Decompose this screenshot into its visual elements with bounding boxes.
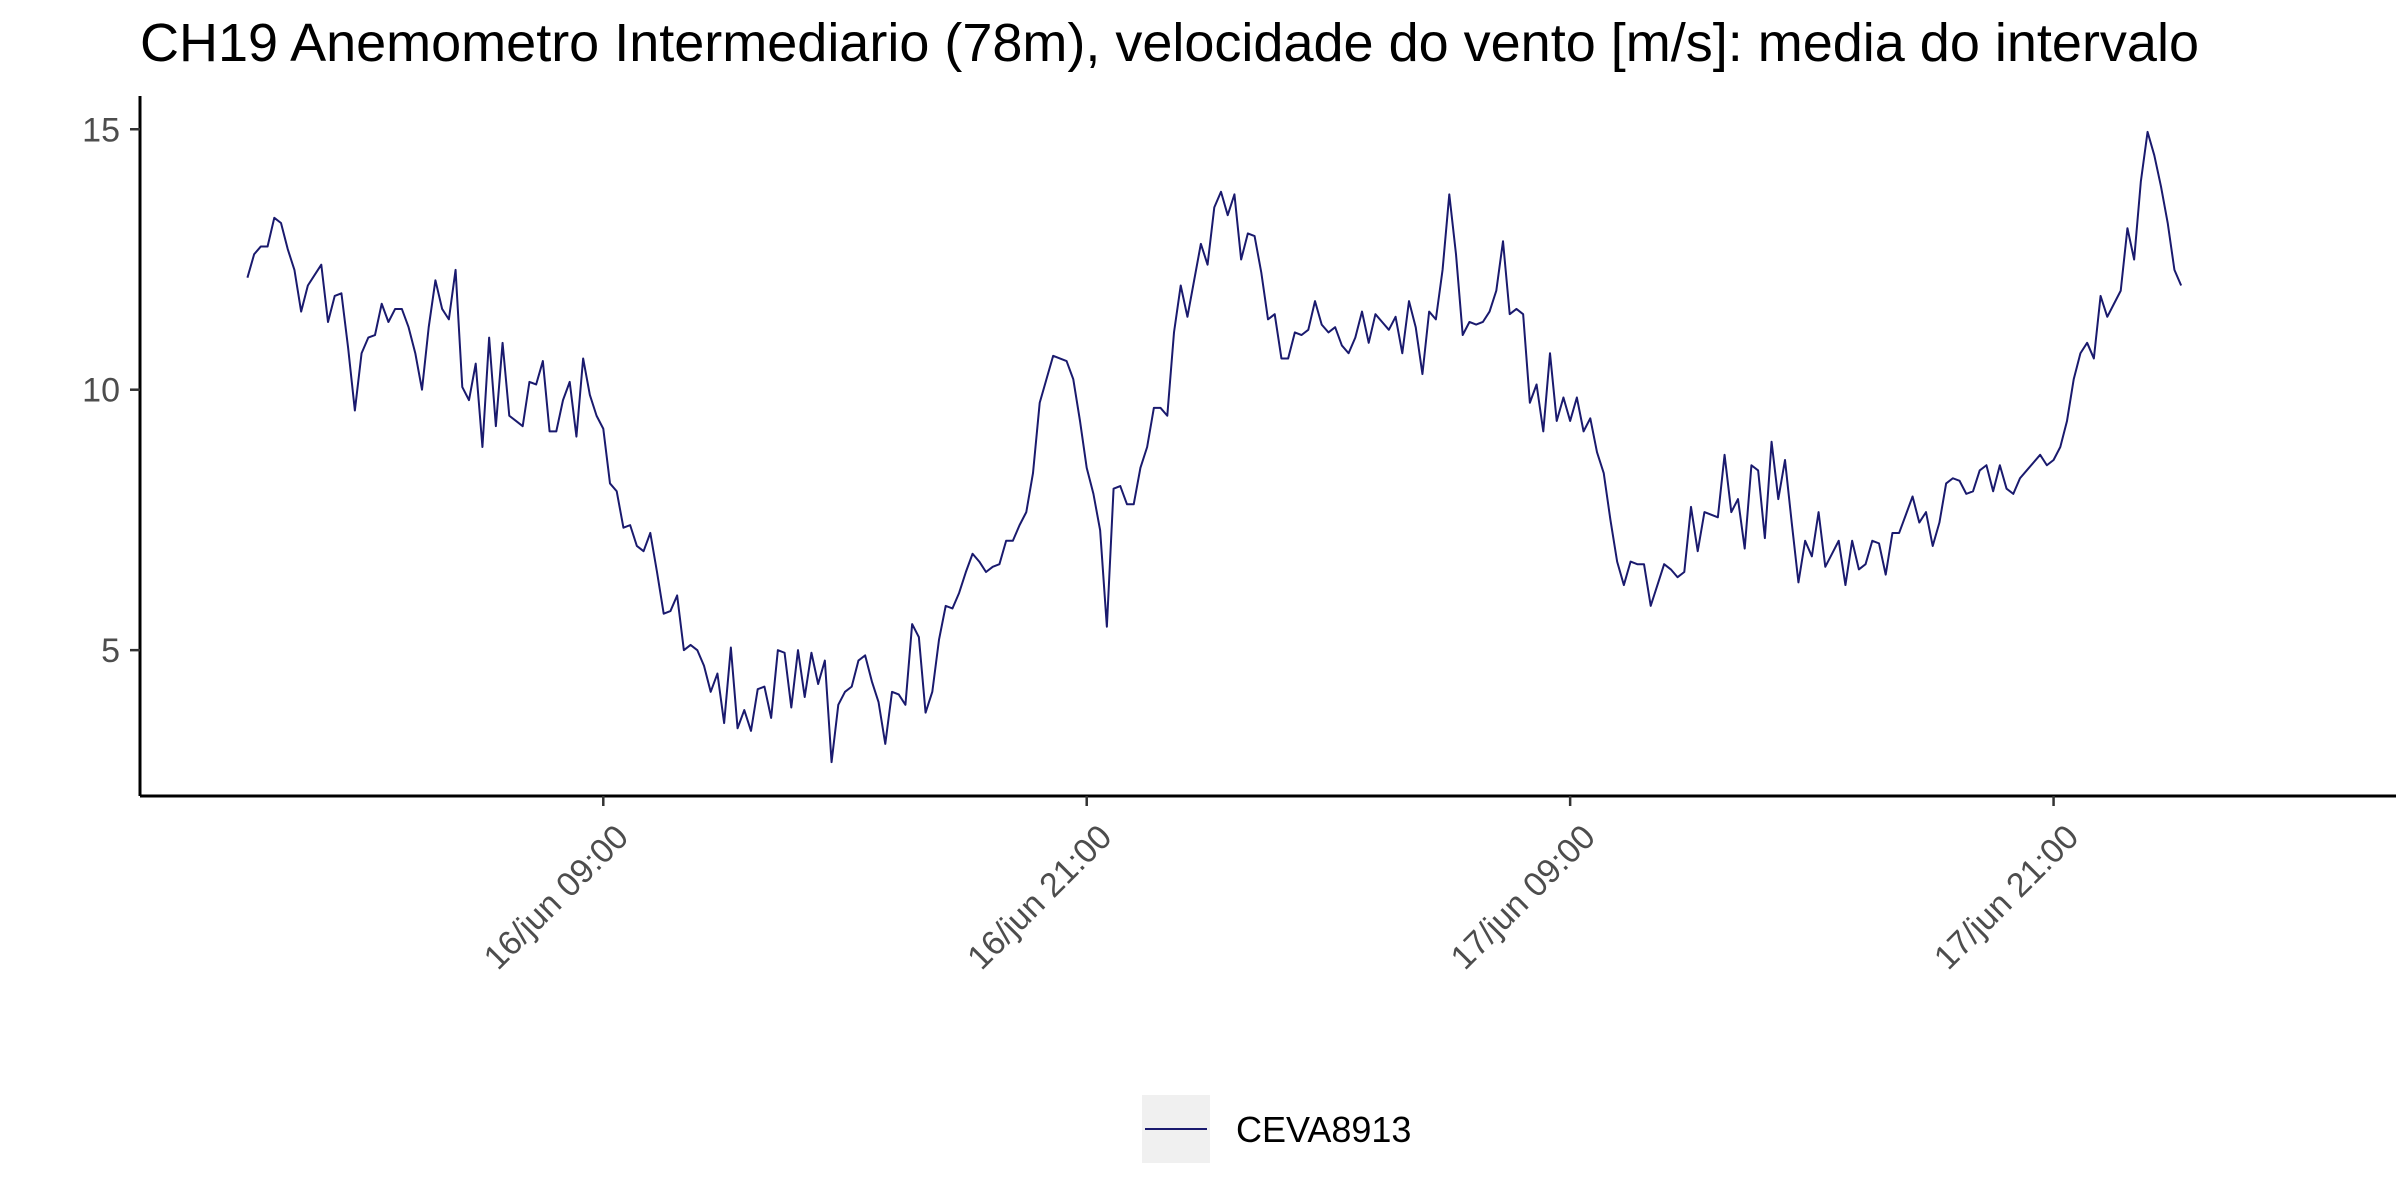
x-axis: 16/jun 09:00 16/jun 21:00 17/jun 09:00 17/j… bbox=[140, 794, 2396, 977]
y-axis: 5 10 15 bbox=[82, 96, 142, 796]
x-tick-label: 17/jun 09:00 bbox=[1444, 818, 1603, 977]
chart-title: CH19 Anemometro Intermediario (78m), vel… bbox=[140, 13, 2199, 73]
y-tick-label: 15 bbox=[82, 111, 120, 149]
series-layer bbox=[246, 130, 2183, 764]
x-tick-label: 16/jun 09:00 bbox=[477, 818, 636, 977]
y-tick-label: 5 bbox=[101, 632, 120, 670]
series-line-ceva8913 bbox=[246, 130, 2183, 764]
legend: CEVA8913 bbox=[1142, 1095, 1411, 1163]
x-tick-label: 17/jun 21:00 bbox=[1927, 818, 2086, 977]
x-tick-label: 16/jun 21:00 bbox=[960, 818, 1119, 977]
y-tick-label: 10 bbox=[82, 372, 120, 410]
legend-label-ceva8913: CEVA8913 bbox=[1236, 1109, 1411, 1150]
